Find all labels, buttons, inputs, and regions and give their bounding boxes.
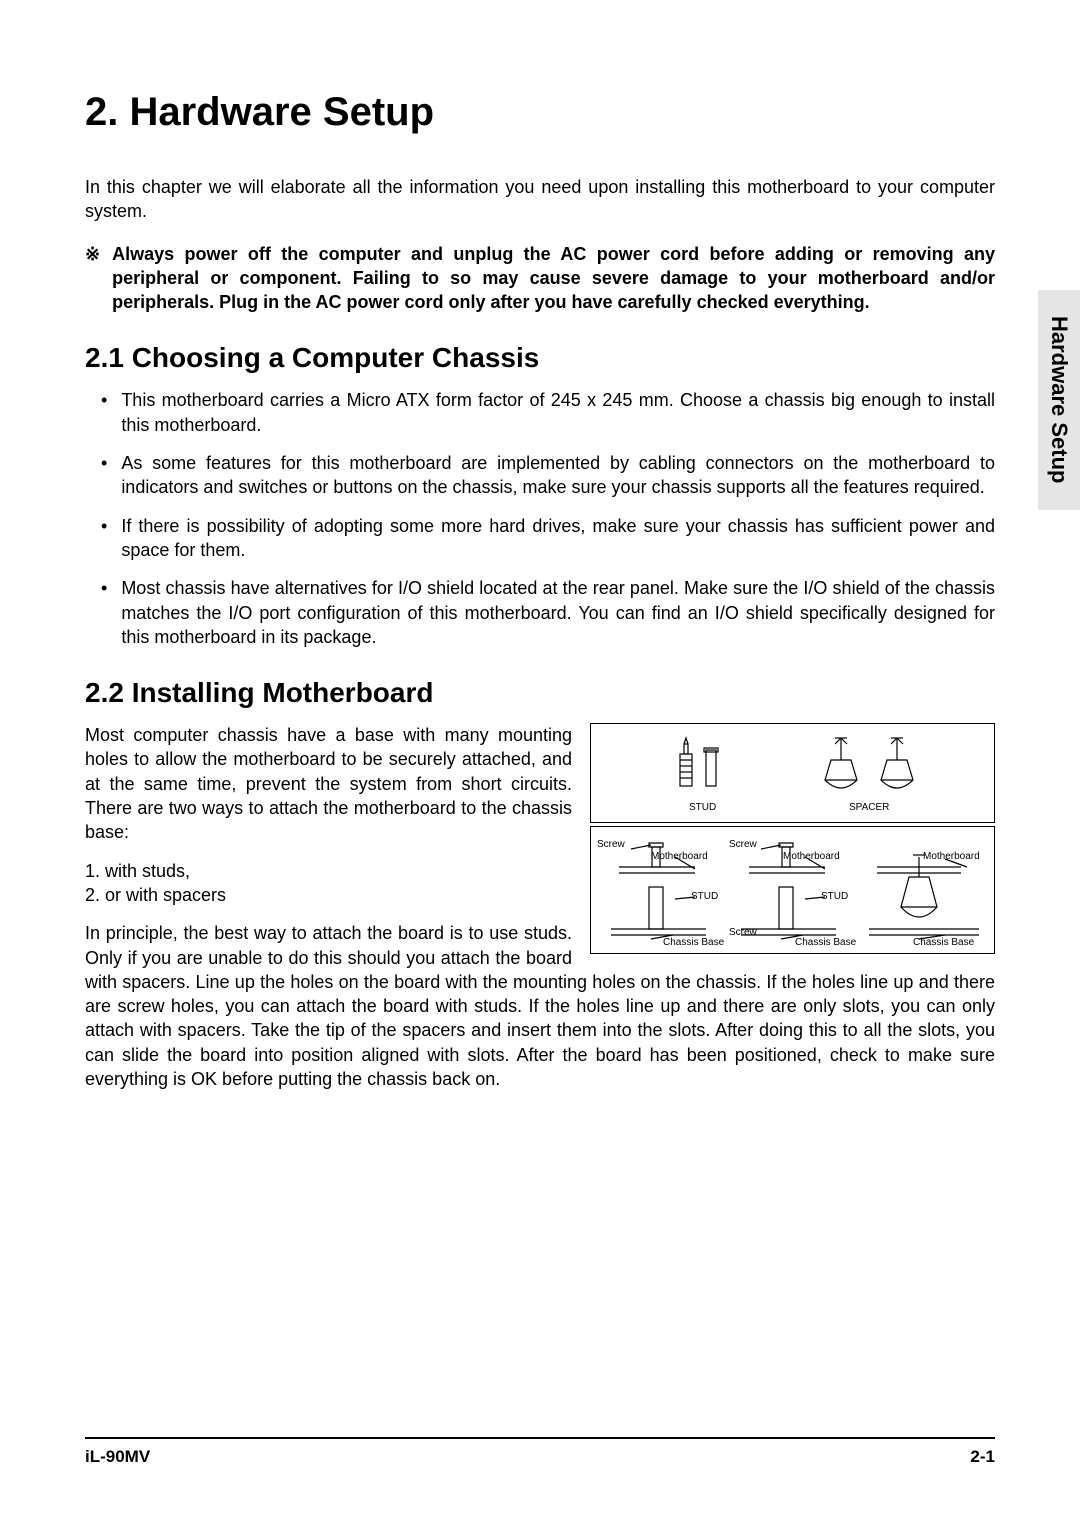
bullet-text: This motherboard carries a Micro ATX for… bbox=[121, 388, 995, 437]
fig-label-motherboard: Motherboard bbox=[651, 851, 708, 862]
bullet-text: As some features for this motherboard ar… bbox=[121, 451, 995, 500]
motherboard-diagram: STUD SPACER bbox=[590, 723, 995, 954]
section-1-heading: 2.1 Choosing a Computer Chassis bbox=[85, 342, 995, 374]
fig-label-screw: Screw bbox=[597, 839, 625, 850]
fig-label-chassis: Chassis Base bbox=[795, 937, 856, 948]
bullet-text: Most chassis have alternatives for I/O s… bbox=[121, 576, 995, 649]
bullet-text: If there is possibility of adopting some… bbox=[121, 514, 995, 563]
list-item: As some features for this motherboard ar… bbox=[85, 451, 995, 500]
intro-paragraph: In this chapter we will elaborate all th… bbox=[85, 175, 995, 224]
fig-label-stud: STUD bbox=[691, 891, 718, 902]
footer-right: 2-1 bbox=[970, 1447, 995, 1467]
fig-label-chassis: Chassis Base bbox=[663, 937, 724, 948]
section-2-heading: 2.2 Installing Motherboard bbox=[85, 677, 995, 709]
list-item: Most chassis have alternatives for I/O s… bbox=[85, 576, 995, 649]
section-2-body: STUD SPACER bbox=[85, 723, 995, 1091]
warning-block: ※ Always power off the computer and unpl… bbox=[85, 242, 995, 315]
warning-symbol: ※ bbox=[85, 242, 100, 266]
page-title: 2. Hardware Setup bbox=[85, 90, 995, 135]
fig-label-motherboard: Motherboard bbox=[923, 851, 980, 862]
diagram-bottom: Screw Motherboard STUD Chassis Base Scre… bbox=[590, 826, 995, 954]
warning-text: Always power off the computer and unplug… bbox=[112, 242, 995, 315]
fig-label-chassis: Chassis Base bbox=[913, 937, 974, 948]
fig-label-screw: Screw bbox=[729, 927, 757, 938]
side-tab: Hardware Setup bbox=[1038, 290, 1080, 510]
list-item: This motherboard carries a Micro ATX for… bbox=[85, 388, 995, 437]
fig-label-spacer: SPACER bbox=[849, 802, 889, 813]
section-1-list: This motherboard carries a Micro ATX for… bbox=[85, 388, 995, 649]
list-item: If there is possibility of adopting some… bbox=[85, 514, 995, 563]
diagram-top: STUD SPACER bbox=[590, 723, 995, 823]
page-footer: iL-90MV 2-1 bbox=[85, 1437, 995, 1467]
fig-label-screw: Screw bbox=[729, 839, 757, 850]
fig-label-motherboard: Motherboard bbox=[783, 851, 840, 862]
footer-left: iL-90MV bbox=[85, 1447, 150, 1467]
fig-label-stud: STUD bbox=[821, 891, 848, 902]
fig-label-stud: STUD bbox=[689, 802, 716, 813]
side-tab-label: Hardware Setup bbox=[1046, 316, 1072, 484]
